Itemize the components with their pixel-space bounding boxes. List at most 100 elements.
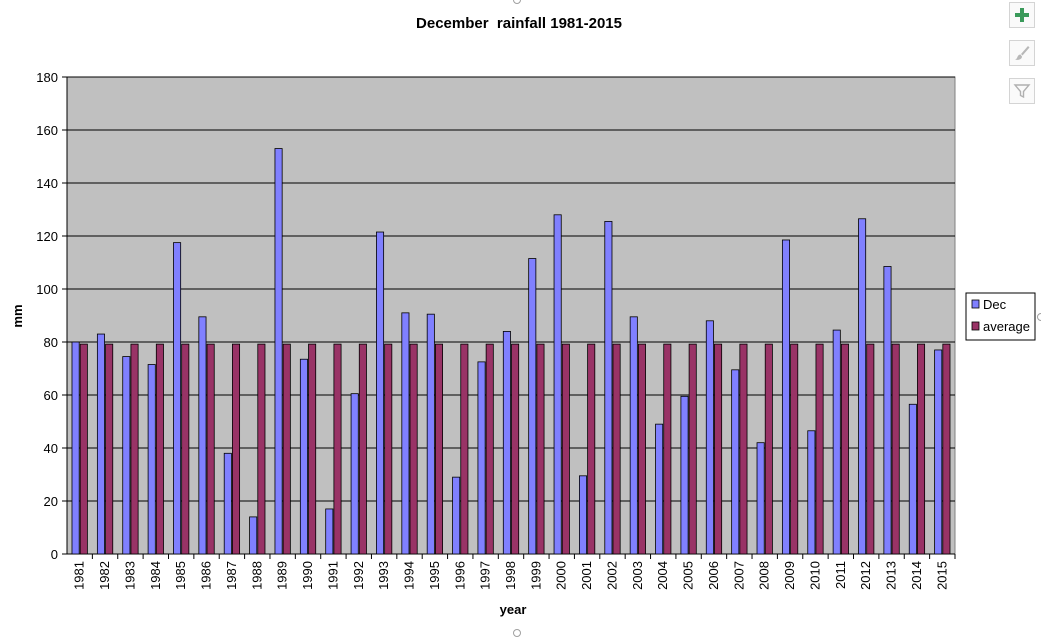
- x-tick-label: 1995: [427, 561, 442, 590]
- bar-average: [155, 343, 164, 555]
- bar-average: [815, 343, 824, 555]
- y-tick-label: 140: [36, 176, 58, 191]
- bar-average: [460, 343, 469, 555]
- bar-average: [333, 343, 342, 555]
- bar-dec: [629, 316, 638, 555]
- x-tick-label: 1985: [173, 561, 188, 590]
- chart-styles-button[interactable]: [1009, 40, 1035, 66]
- bar-average: [714, 343, 723, 555]
- bar-dec: [756, 442, 765, 555]
- x-tick-label: 1992: [351, 561, 366, 590]
- chart-title: December rainfall 1981-2015: [416, 15, 622, 32]
- bar-average: [891, 343, 900, 555]
- brush-icon: [1015, 46, 1030, 60]
- bar-dec: [908, 403, 917, 555]
- x-tick-label: 2013: [884, 561, 899, 590]
- x-tick-label: 1986: [199, 561, 214, 590]
- x-tick-label: 2010: [807, 561, 822, 590]
- y-tick-label: 100: [36, 282, 58, 297]
- bar-dec: [299, 358, 308, 555]
- legend-label-average: average: [983, 319, 1030, 334]
- bar-average: [308, 343, 317, 555]
- y-tick-label: 80: [44, 335, 58, 350]
- x-tick-label: 2001: [579, 561, 594, 590]
- x-tick-label: 1993: [376, 561, 391, 590]
- resize-handle-bottom[interactable]: [513, 629, 521, 637]
- x-tick-label: 2005: [681, 561, 696, 590]
- x-tick-label: 2012: [858, 561, 873, 590]
- x-tick-label: 1999: [528, 561, 543, 590]
- x-tick-label: 1982: [97, 561, 112, 590]
- bar-dec: [781, 239, 790, 555]
- bar-dec: [832, 329, 841, 555]
- bar-average: [232, 343, 241, 555]
- x-tick-label: 1994: [402, 561, 417, 590]
- legend: Dec average: [965, 292, 1036, 341]
- chart-elements-button[interactable]: [1009, 2, 1035, 28]
- bar-dec: [452, 476, 461, 555]
- bar-dec: [579, 475, 588, 555]
- chart-filters-button[interactable]: [1009, 78, 1035, 104]
- bar-dec: [249, 516, 258, 555]
- x-tick-label: 2007: [731, 561, 746, 590]
- x-tick-label: 1983: [122, 561, 137, 590]
- bar-dec: [705, 320, 714, 555]
- bar-average: [866, 343, 875, 555]
- bar-average: [130, 343, 139, 555]
- bar-dec: [883, 266, 892, 555]
- bar-average: [79, 343, 88, 555]
- bar-dec: [528, 258, 537, 555]
- filter-icon: [1013, 84, 1031, 99]
- bar-average: [587, 343, 596, 555]
- x-tick-label: 2008: [757, 561, 772, 590]
- bar-average: [358, 343, 367, 555]
- bar-average: [511, 343, 520, 555]
- bar-dec: [858, 218, 867, 555]
- bar-dec: [122, 356, 131, 555]
- legend-swatch-dec: [971, 299, 980, 309]
- bar-dec: [655, 423, 664, 555]
- bar-average: [764, 343, 773, 555]
- x-tick-label: 2003: [630, 561, 645, 590]
- bar-average: [840, 343, 849, 555]
- bar-dec: [502, 330, 511, 555]
- bar-average: [206, 343, 215, 555]
- bar-dec: [680, 395, 689, 555]
- x-tick-label: 2011: [833, 561, 848, 589]
- bar-dec: [376, 231, 385, 555]
- bar-average: [536, 343, 545, 555]
- bar-average: [612, 343, 621, 555]
- bar-average: [917, 343, 926, 555]
- bar-average: [663, 343, 672, 555]
- bar-dec: [325, 508, 334, 555]
- x-tick-label: 2006: [706, 561, 721, 590]
- resize-handle-right[interactable]: [1037, 313, 1041, 321]
- bar-average: [688, 343, 697, 555]
- bar-average: [257, 343, 266, 555]
- bar-average: [739, 343, 748, 555]
- x-tick-label: 2002: [604, 561, 619, 590]
- y-tick-label: 0: [51, 547, 58, 562]
- x-tick-label: 1998: [503, 561, 518, 590]
- bar-average: [561, 343, 570, 555]
- bar-dec: [223, 452, 232, 555]
- bar-average: [637, 343, 646, 555]
- y-tick-label: 60: [44, 388, 58, 403]
- bar-dec: [426, 313, 435, 555]
- bar-dec: [173, 242, 182, 555]
- y-tick-label: 40: [44, 441, 58, 456]
- bar-average: [105, 343, 114, 555]
- bar-average: [434, 343, 443, 555]
- legend-label-dec: Dec: [983, 297, 1007, 312]
- bar-dec: [934, 349, 943, 555]
- bar-average: [409, 343, 418, 555]
- bar-average: [942, 343, 951, 555]
- bar-dec: [147, 364, 156, 555]
- bar-dec: [350, 393, 359, 555]
- bar-average: [384, 343, 393, 555]
- bar-dec: [96, 333, 105, 555]
- bar-dec: [274, 148, 283, 555]
- x-tick-label: 1987: [224, 561, 239, 590]
- x-tick-label: 1996: [452, 561, 467, 590]
